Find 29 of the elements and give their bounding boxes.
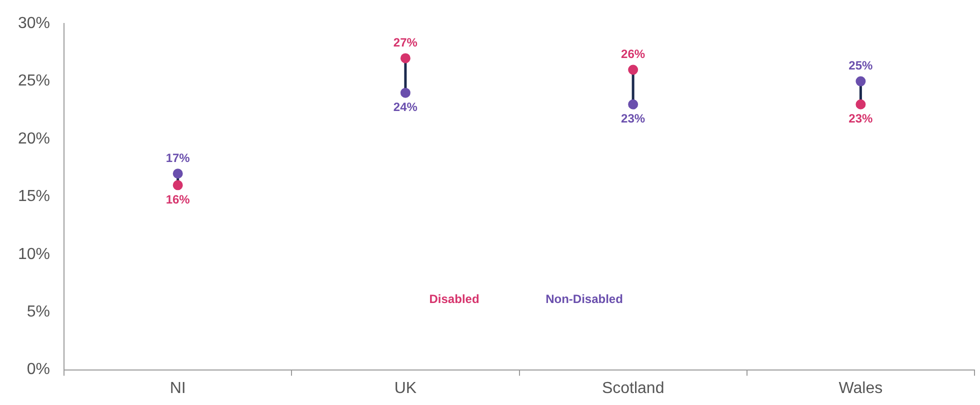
- data-label: 16%: [166, 192, 190, 206]
- point: [628, 99, 638, 110]
- point: [856, 99, 866, 110]
- y-tick-label: 0%: [26, 361, 50, 378]
- text: Disabled: [429, 292, 480, 306]
- y-tick-label: 25%: [18, 72, 50, 90]
- y-tick-label: 20%: [18, 130, 50, 148]
- y-tick-label: 30%: [18, 15, 50, 32]
- data-label: 27%: [393, 36, 418, 50]
- data-label: 17%: [166, 150, 190, 165]
- point: [172, 180, 183, 190]
- y-tick-label: 15%: [18, 188, 50, 206]
- data-label: 25%: [848, 58, 874, 73]
- point: [400, 88, 410, 98]
- x-tick-label: Scotland: [602, 380, 664, 397]
- y-tick-label: 5%: [26, 304, 50, 321]
- text: Non-Disabled: [546, 292, 623, 306]
- x-tick-label: NI: [170, 380, 186, 397]
- y-tick-label: 10%: [18, 246, 50, 263]
- point: [400, 53, 410, 64]
- data-label: 23%: [848, 112, 874, 126]
- x-tick-label: Wales: [838, 380, 883, 397]
- data-label: 23%: [621, 112, 646, 126]
- data-label: 26%: [621, 47, 646, 62]
- point: [856, 76, 866, 86]
- data-label: 24%: [393, 100, 418, 114]
- point: [628, 64, 638, 75]
- x-tick-label: UK: [394, 380, 417, 397]
- point: [172, 168, 183, 179]
